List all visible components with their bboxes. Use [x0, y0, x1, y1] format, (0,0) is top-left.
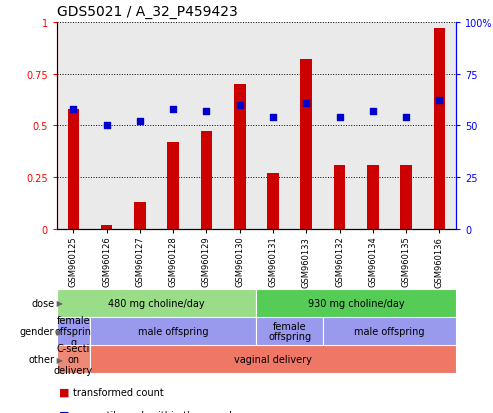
Bar	[256, 317, 323, 345]
Text: female
offspring: female offspring	[268, 321, 311, 342]
Bar	[290, 23, 323, 229]
Point	[369, 108, 377, 115]
Text: gender: gender	[20, 326, 54, 336]
Bar	[190, 23, 223, 229]
Point	[136, 119, 144, 125]
Text: dose: dose	[31, 298, 54, 308]
Text: GDS5021 / A_32_P459423: GDS5021 / A_32_P459423	[57, 5, 238, 19]
Bar	[57, 317, 90, 345]
Bar	[400, 165, 412, 229]
Bar	[234, 85, 246, 229]
Text: percentile rank within the sample: percentile rank within the sample	[73, 410, 238, 413]
Bar	[323, 317, 456, 345]
Point	[402, 114, 410, 121]
Bar	[90, 23, 123, 229]
Point	[336, 114, 344, 121]
Bar	[334, 165, 346, 229]
Point	[203, 108, 211, 115]
Point	[236, 102, 244, 109]
Point	[169, 106, 177, 113]
Text: other: other	[28, 354, 54, 364]
Bar	[367, 165, 379, 229]
Bar	[323, 23, 356, 229]
Point	[70, 106, 77, 113]
Text: male offspring: male offspring	[138, 326, 209, 336]
Point	[269, 114, 277, 121]
Text: ▶: ▶	[54, 299, 64, 308]
Bar	[167, 142, 179, 229]
Bar	[223, 23, 256, 229]
Bar	[101, 225, 112, 229]
Bar	[57, 345, 90, 373]
Bar	[300, 60, 312, 229]
Bar	[423, 23, 456, 229]
Point	[435, 98, 443, 104]
Text: C-secti
on
delivery: C-secti on delivery	[54, 344, 93, 375]
Text: transformed count: transformed count	[73, 387, 164, 397]
Text: ■: ■	[59, 410, 70, 413]
Bar	[123, 23, 157, 229]
Bar	[201, 132, 212, 229]
Text: ▶: ▶	[54, 327, 64, 336]
Bar	[256, 289, 456, 317]
Text: female
offsprin
g: female offsprin g	[55, 316, 92, 347]
Text: vaginal delivery: vaginal delivery	[234, 354, 312, 364]
Bar	[57, 289, 256, 317]
Point	[302, 100, 310, 107]
Bar	[57, 23, 90, 229]
Bar	[389, 23, 423, 229]
Point	[103, 123, 110, 129]
Text: ■: ■	[59, 387, 70, 397]
Bar	[433, 29, 445, 229]
Bar	[68, 109, 79, 229]
Bar	[90, 317, 256, 345]
Text: male offspring: male offspring	[354, 326, 425, 336]
Bar	[267, 173, 279, 229]
Text: ▶: ▶	[54, 355, 64, 364]
Bar	[256, 23, 290, 229]
Bar	[157, 23, 190, 229]
Bar	[356, 23, 389, 229]
Text: 480 mg choline/day: 480 mg choline/day	[108, 298, 205, 308]
Bar	[134, 202, 146, 229]
Text: 930 mg choline/day: 930 mg choline/day	[308, 298, 404, 308]
